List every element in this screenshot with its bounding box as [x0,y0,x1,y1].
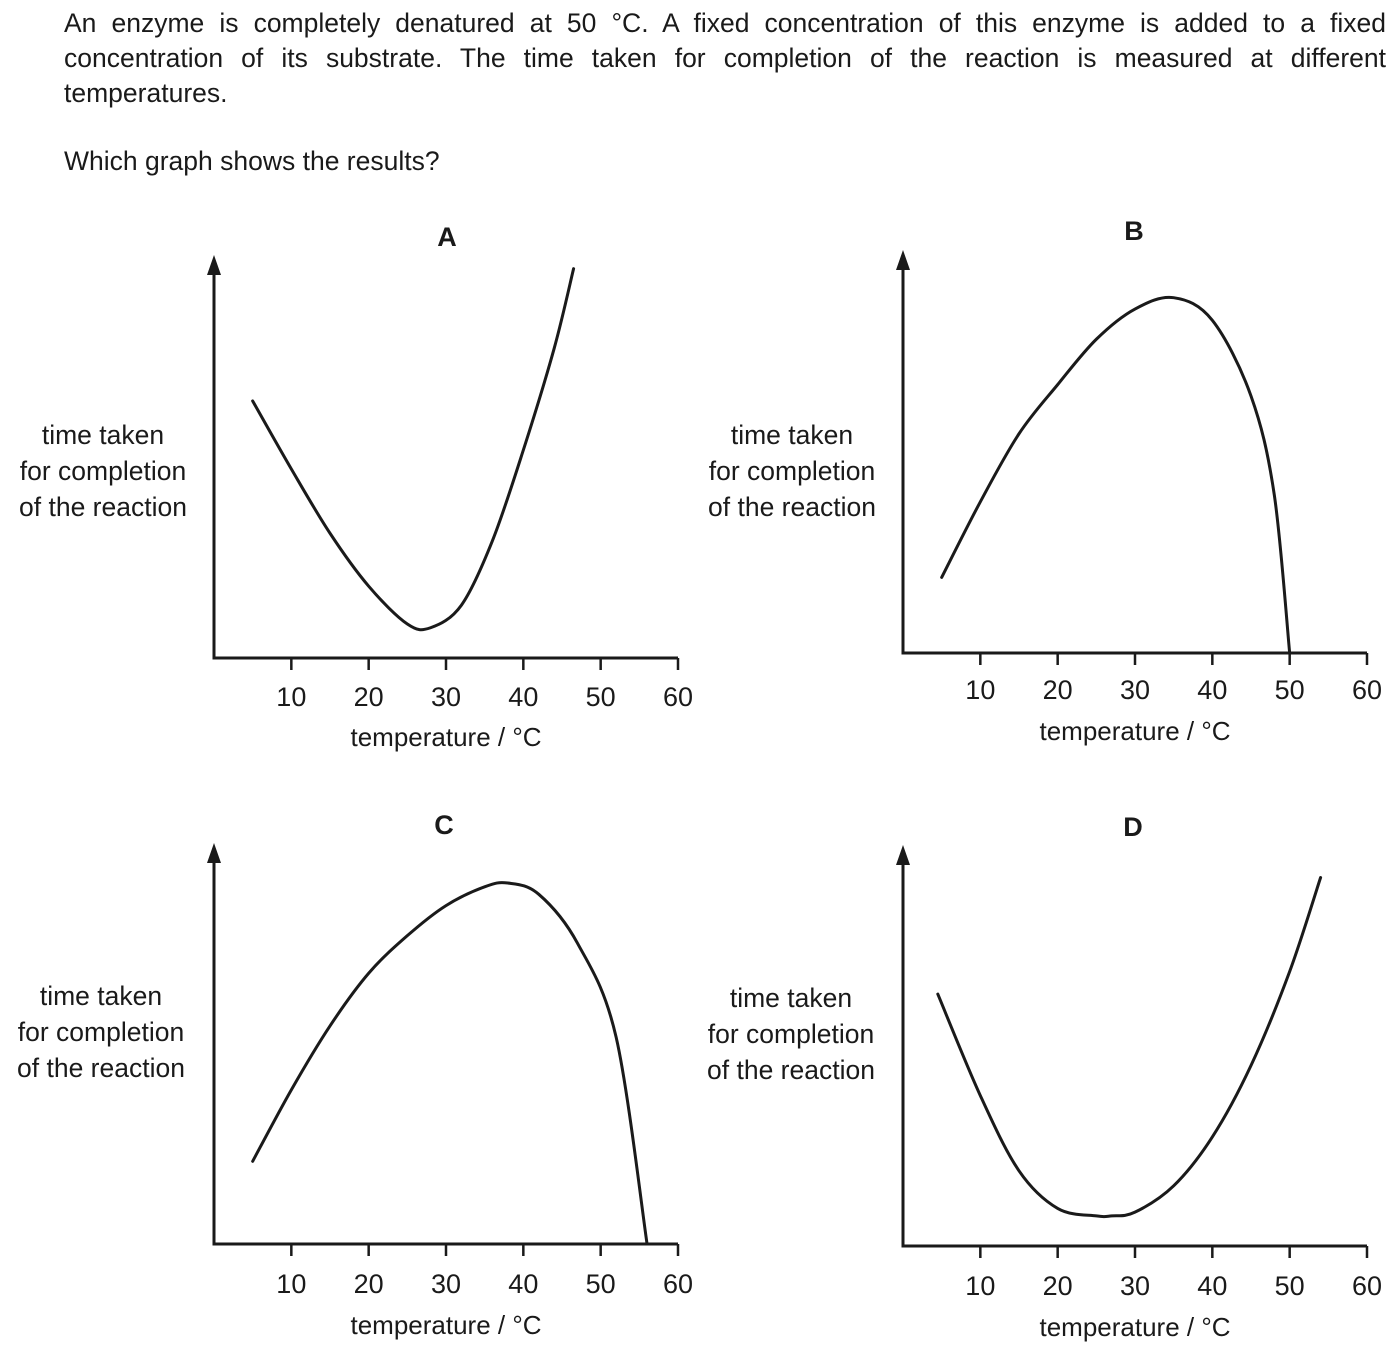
x-tick-label: 50 [586,682,616,712]
y-axis-label-line: of the reaction [707,1055,875,1085]
x-tick-label: 20 [354,1269,384,1299]
y-axis-label-line: time taken [731,420,853,450]
y-axis-arrowhead [207,843,221,863]
graph-b-title: B [1124,216,1144,246]
y-axis-label-line: for completion [18,1017,184,1047]
y-axis-label-line: for completion [20,456,186,486]
x-tick-label: 30 [431,1269,461,1299]
x-axis-label: temperature / °C [350,1310,541,1340]
question-text: An enzyme is completely denatured at 50 … [64,8,1386,108]
y-axis-label-line: time taken [42,420,164,450]
question-prompt: Which graph shows the results? [64,146,440,176]
x-tick-label: 60 [663,682,693,712]
x-tick-label: 30 [431,682,461,712]
x-tick-label: 20 [1043,675,1073,705]
y-axis-label-line: time taken [730,983,852,1013]
x-tick-label: 40 [508,1269,538,1299]
graph-b: B 10 20 30 40 50 60 temperature / °C time taken f… [708,216,1382,746]
x-tick-label: 60 [1352,1271,1382,1301]
x-tick-label: 20 [354,682,384,712]
y-axis-label-line: of the reaction [17,1053,185,1083]
x-tick-label: 10 [276,682,306,712]
series-line [251,267,576,632]
x-tick-label: 30 [1120,675,1150,705]
graph-a-title: A [437,222,457,252]
graph-c-title: C [434,810,454,840]
x-tick-label: 60 [663,1269,693,1299]
y-axis-arrowhead [896,845,910,865]
series-line [940,295,1292,655]
x-tick-label: 40 [508,682,538,712]
x-tick-label: 40 [1197,1271,1227,1301]
x-tick-label: 10 [965,675,995,705]
y-axis-label-line: for completion [708,1019,874,1049]
y-axis-label-line: for completion [709,456,875,486]
y-axis-label-line: time taken [40,981,162,1011]
x-tick-label: 10 [965,1271,995,1301]
x-tick-label: 50 [1275,1271,1305,1301]
graph-c: C 10 20 30 40 50 60 temperature / °C time taken f… [17,810,693,1340]
x-tick-label: 40 [1197,675,1227,705]
x-axis-label: temperature / °C [350,722,541,752]
y-axis-arrowhead [207,255,221,275]
graph-d-title: D [1123,812,1143,842]
y-axis-label-line: of the reaction [19,492,187,522]
x-axis-label: temperature / °C [1039,716,1230,746]
x-tick-label: 50 [586,1269,616,1299]
y-axis-arrowhead [896,250,910,270]
graph-d: D 10 20 30 40 50 60 temperature / °C time taken f… [707,812,1382,1342]
x-tick-label: 30 [1120,1271,1150,1301]
x-tick-label: 50 [1275,675,1305,705]
x-tick-label: 60 [1352,675,1382,705]
x-tick-label: 10 [276,1269,306,1299]
graph-a: A 10 20 30 40 50 60 temperature / °C time taken f… [19,222,693,752]
x-axis-label: temperature / °C [1039,1312,1230,1342]
series-line [251,881,649,1246]
x-tick-label: 20 [1043,1271,1073,1301]
series-line [936,876,1323,1219]
y-axis-label-line: of the reaction [708,492,876,522]
